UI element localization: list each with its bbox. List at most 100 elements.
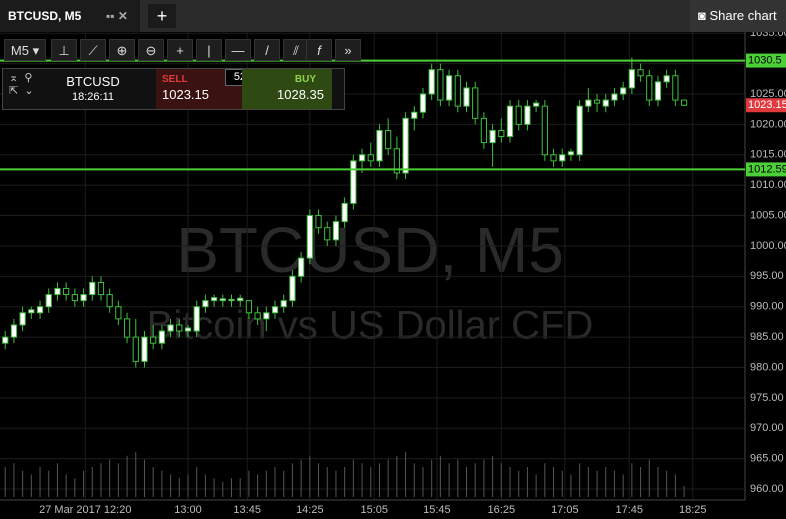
candle-body	[350, 160, 357, 204]
sell-button[interactable]: SELL 1023.15	[156, 69, 242, 109]
y-tick-label: 985.00	[750, 331, 784, 343]
volume-bar	[231, 478, 233, 497]
volume-bar	[309, 455, 311, 497]
trend-line[interactable]: /	[254, 39, 280, 61]
volume-bar	[526, 467, 528, 497]
buy-button[interactable]: BUY 1028.35	[242, 69, 332, 109]
candle-body	[637, 69, 644, 77]
volume-bar	[553, 467, 555, 497]
volume-bar	[413, 463, 415, 497]
zoom-in[interactable]: ⊕	[109, 39, 135, 61]
volume-bar	[596, 470, 598, 497]
volume-bar	[283, 470, 285, 497]
y-tick-label: 960.00	[750, 483, 784, 495]
scroll-end[interactable]: »	[335, 39, 361, 61]
candle-body	[437, 69, 444, 101]
candle-body	[36, 306, 44, 314]
zoom-out[interactable]: ⊖	[138, 39, 164, 61]
volume-bar	[196, 467, 198, 497]
candle-body	[620, 87, 627, 95]
volume-bar	[370, 467, 372, 497]
x-tick-label: 13:45	[233, 504, 261, 516]
volume-bar	[648, 459, 650, 497]
candle-body	[385, 129, 392, 150]
candle-body	[402, 117, 409, 174]
candle-body	[419, 93, 427, 113]
vertical-line[interactable]: |	[196, 39, 222, 61]
candle-body	[210, 297, 218, 302]
candle-body	[141, 336, 148, 362]
trade-panel: ⌅ ⚲⇱ ⌄ BTCUSD 18:26:11 SELL 1023.15 520 …	[2, 68, 345, 110]
chart-tab[interactable]: BTCUSD, M5 ▪▪ ✕	[0, 0, 140, 32]
tool-button[interactable]: ⟋	[80, 39, 106, 61]
volume-bar	[396, 455, 398, 497]
candle-body	[663, 75, 670, 83]
candle-body	[445, 75, 453, 101]
volume-bar	[91, 467, 93, 497]
volume-bar	[378, 463, 380, 497]
candle-body	[524, 105, 531, 125]
candle-body	[298, 257, 305, 277]
volume-bar	[500, 463, 502, 497]
x-tick-label: 13:00	[174, 504, 202, 516]
volume-bar	[657, 467, 659, 497]
candle-body	[489, 129, 496, 144]
add-tab[interactable]: +	[148, 4, 176, 28]
candle-body	[115, 306, 122, 320]
candle-body	[472, 87, 479, 119]
crosshair[interactable]: +	[167, 39, 193, 61]
y-tick-label: 970.00	[750, 422, 784, 434]
last-price-tag	[746, 98, 786, 113]
level-label: 1012.59	[748, 163, 786, 175]
tab-icons: ▪▪ ✕	[106, 9, 128, 23]
candle-body	[672, 75, 679, 101]
volume-bar	[683, 485, 685, 497]
volume-bar	[239, 478, 241, 497]
candle-body	[80, 294, 87, 302]
volume-bar	[518, 470, 520, 497]
x-tick-label: 16:25	[488, 504, 516, 516]
volume-bar	[431, 459, 433, 497]
candle-body	[324, 227, 331, 241]
volume-bar	[622, 474, 624, 497]
volume-bar	[561, 470, 563, 497]
volume-bar	[152, 467, 154, 497]
volume-bar	[204, 474, 206, 497]
volume-bar	[178, 478, 180, 497]
volume-bar	[65, 474, 67, 497]
candle-body	[202, 300, 209, 308]
timeframe-button[interactable]: M5 ▾	[4, 39, 46, 61]
candle-body	[393, 148, 400, 174]
volume-bar	[457, 459, 459, 497]
volume-bar	[509, 467, 511, 497]
volume-bar	[361, 463, 363, 497]
volume-bar	[187, 474, 189, 497]
volume-bar	[74, 478, 76, 497]
candle-body	[176, 324, 183, 332]
tool-button[interactable]: ⊥	[51, 39, 77, 61]
volume-bar	[605, 467, 607, 497]
candle-body	[680, 99, 688, 106]
candle-body	[341, 202, 348, 223]
indicators[interactable]: f	[306, 39, 332, 61]
volume-bar	[326, 467, 328, 497]
share-button[interactable]: ◙ Share chart	[690, 0, 786, 32]
volume-bar	[631, 463, 633, 497]
timeframe: M5	[10, 43, 29, 58]
x-tick-label: 14:25	[296, 504, 324, 516]
candle-body	[367, 154, 374, 162]
candle-body	[228, 298, 235, 302]
candle-body	[358, 154, 366, 162]
candle-body	[559, 154, 566, 162]
candle-body	[567, 151, 575, 156]
volume-bar	[579, 463, 581, 497]
volume-bar	[135, 452, 137, 497]
sell-price: 1023.15	[162, 87, 209, 102]
horizontal-line[interactable]: —	[225, 39, 251, 61]
x-tick-label: 15:45	[423, 504, 451, 516]
volume-bar	[291, 463, 293, 497]
price-axis	[745, 32, 786, 519]
level-label: 1030.5	[748, 54, 782, 66]
symbol: BTCUSD	[66, 74, 120, 89]
volume-bar	[613, 470, 615, 497]
